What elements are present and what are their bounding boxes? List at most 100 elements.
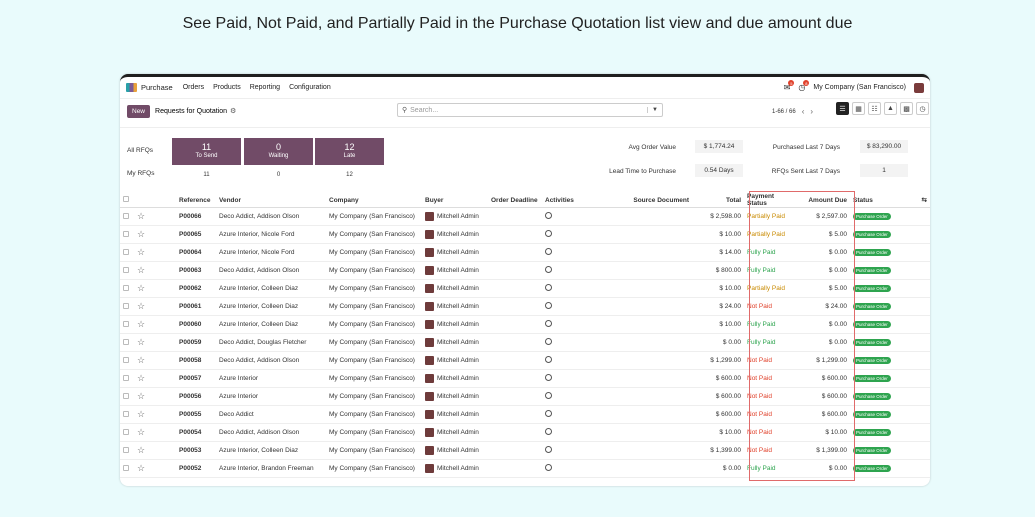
row-checkbox[interactable] <box>120 279 134 298</box>
cell-activities[interactable] <box>542 279 586 298</box>
search-bar[interactable]: ⚲ Search... ▼ <box>397 103 663 117</box>
row-checkbox[interactable] <box>120 261 134 280</box>
table-row[interactable]: ☆ P00065 Azure Interior, Nicole Ford My Com… <box>120 225 930 244</box>
cell-activities[interactable] <box>542 297 586 316</box>
star-icon[interactable]: ☆ <box>134 279 176 298</box>
row-checkbox[interactable] <box>120 225 134 244</box>
table-row[interactable]: ☆ P00060 Azure Interior, Colleen Diaz My Co… <box>120 315 930 334</box>
star-icon[interactable]: ☆ <box>134 225 176 244</box>
activity-clock-icon[interactable] <box>545 428 552 435</box>
star-icon[interactable]: ☆ <box>134 441 176 460</box>
star-icon[interactable]: ☆ <box>134 261 176 280</box>
table-row[interactable]: ☆ P00052 Azure Interior, Brandon Freeman My… <box>120 459 930 478</box>
cell-activities[interactable] <box>542 315 586 334</box>
graph-view-icon[interactable]: ▲ <box>884 102 897 115</box>
col-payment-status[interactable]: Payment Status <box>744 193 797 208</box>
pivot-view-icon[interactable]: ☷ <box>868 102 881 115</box>
col-activities[interactable]: Activities <box>542 193 586 208</box>
table-row[interactable]: ☆ P00056 Azure Interior My Company (San Fra… <box>120 387 930 406</box>
activity-clock-icon[interactable] <box>545 212 552 219</box>
row-checkbox[interactable] <box>120 423 134 442</box>
activity-clock-icon[interactable] <box>545 302 552 309</box>
row-checkbox[interactable] <box>120 369 134 388</box>
apps-menu-icon[interactable] <box>126 83 137 92</box>
list-view-icon[interactable]: ☰ <box>836 102 849 115</box>
cell-activities[interactable] <box>542 405 586 424</box>
table-row[interactable]: ☆ P00054 Deco Addict, Addison Olson My Comp… <box>120 423 930 442</box>
chat-icon[interactable]: ✉ 5 <box>783 80 795 92</box>
table-row[interactable]: ☆ P00055 Deco Addict My Company (San Franci… <box>120 405 930 424</box>
menu-reporting[interactable]: Reporting <box>249 84 281 91</box>
cell-activities[interactable] <box>542 459 586 478</box>
menu-products[interactable]: Products <box>213 84 241 91</box>
col-amount-due[interactable]: Amount Due <box>797 193 850 208</box>
activity-view-icon[interactable]: ◷ <box>916 102 929 115</box>
star-icon[interactable]: ☆ <box>134 297 176 316</box>
cell-activities[interactable] <box>542 333 586 352</box>
col-reference[interactable]: Reference <box>176 193 216 208</box>
table-row[interactable]: ☆ P00063 Deco Addict, Addison Olson My Comp… <box>120 261 930 280</box>
my-late[interactable]: 12 <box>346 172 353 178</box>
col-total[interactable]: Total <box>692 193 744 208</box>
row-checkbox[interactable] <box>120 243 134 262</box>
tile-to-send[interactable]: 11 To Send <box>172 138 241 165</box>
activity-clock-icon[interactable] <box>545 392 552 399</box>
col-source-document[interactable]: Source Document <box>586 193 692 208</box>
table-row[interactable]: ☆ P00064 Azure Interior, Nicole Ford My Com… <box>120 243 930 262</box>
star-icon[interactable]: ☆ <box>134 351 176 370</box>
company-switcher[interactable]: My Company (San Francisco) <box>813 84 906 91</box>
activity-clock-icon[interactable] <box>545 230 552 237</box>
calendar-view-icon[interactable]: ▩ <box>900 102 913 115</box>
tile-late[interactable]: 12 Late <box>315 138 384 165</box>
star-icon[interactable]: ☆ <box>134 207 176 226</box>
user-avatar[interactable] <box>914 82 924 93</box>
menu-configuration[interactable]: Configuration <box>289 84 331 91</box>
activity-clock-icon[interactable] <box>545 356 552 363</box>
table-row[interactable]: ☆ P00058 Deco Addict, Addison Olson My Comp… <box>120 351 930 370</box>
chevron-down-icon[interactable]: ▼ <box>647 107 658 113</box>
activity-clock-icon[interactable] <box>545 338 552 345</box>
pager-value[interactable]: 1-66 / 66 <box>772 108 796 115</box>
activity-clock-icon[interactable] <box>545 464 552 471</box>
activity-clock-icon[interactable] <box>545 320 552 327</box>
table-row[interactable]: ☆ P00062 Azure Interior, Colleen Diaz My Co… <box>120 279 930 298</box>
activity-clock-icon[interactable]: ◷ 8 <box>798 80 810 92</box>
select-all-checkbox[interactable] <box>120 193 134 208</box>
star-icon[interactable]: ☆ <box>134 459 176 478</box>
col-order-deadline[interactable]: Order Deadline <box>488 193 542 208</box>
star-icon[interactable]: ☆ <box>134 423 176 442</box>
cell-activities[interactable] <box>542 261 586 280</box>
cell-activities[interactable] <box>542 207 586 226</box>
gear-icon[interactable]: ⚙ <box>230 108 237 115</box>
new-button[interactable]: New <box>127 104 151 118</box>
cell-activities[interactable] <box>542 387 586 406</box>
row-checkbox[interactable] <box>120 405 134 424</box>
star-icon[interactable]: ☆ <box>134 369 176 388</box>
row-checkbox[interactable] <box>120 297 134 316</box>
table-row[interactable]: ☆ P00057 Azure Interior My Company (San Fra… <box>120 369 930 388</box>
table-row[interactable]: ☆ P00066 Deco Addict, Addison Olson My Comp… <box>120 207 930 226</box>
search-input[interactable]: Search... <box>410 106 439 114</box>
row-checkbox[interactable] <box>120 207 134 226</box>
table-row[interactable]: ☆ P00061 Azure Interior, Colleen Diaz My Co… <box>120 297 930 316</box>
row-checkbox[interactable] <box>120 351 134 370</box>
menu-orders[interactable]: Orders <box>182 84 205 91</box>
activity-clock-icon[interactable] <box>545 410 552 417</box>
star-icon[interactable]: ☆ <box>134 315 176 334</box>
activity-clock-icon[interactable] <box>545 248 552 255</box>
cell-activities[interactable] <box>542 225 586 244</box>
my-to-send[interactable]: 11 <box>203 172 210 178</box>
table-row[interactable]: ☆ P00053 Azure Interior, Colleen Diaz My Co… <box>120 441 930 460</box>
col-status[interactable]: Status <box>850 193 902 208</box>
row-checkbox[interactable] <box>120 441 134 460</box>
activity-clock-icon[interactable] <box>545 446 552 453</box>
col-buyer[interactable]: Buyer <box>422 193 488 208</box>
cell-activities[interactable] <box>542 369 586 388</box>
row-checkbox[interactable] <box>120 315 134 334</box>
cell-activities[interactable] <box>542 441 586 460</box>
star-icon[interactable]: ☆ <box>134 333 176 352</box>
activity-clock-icon[interactable] <box>545 266 552 273</box>
cell-activities[interactable] <box>542 243 586 262</box>
star-icon[interactable]: ☆ <box>134 387 176 406</box>
my-waiting[interactable]: 0 <box>276 172 281 178</box>
